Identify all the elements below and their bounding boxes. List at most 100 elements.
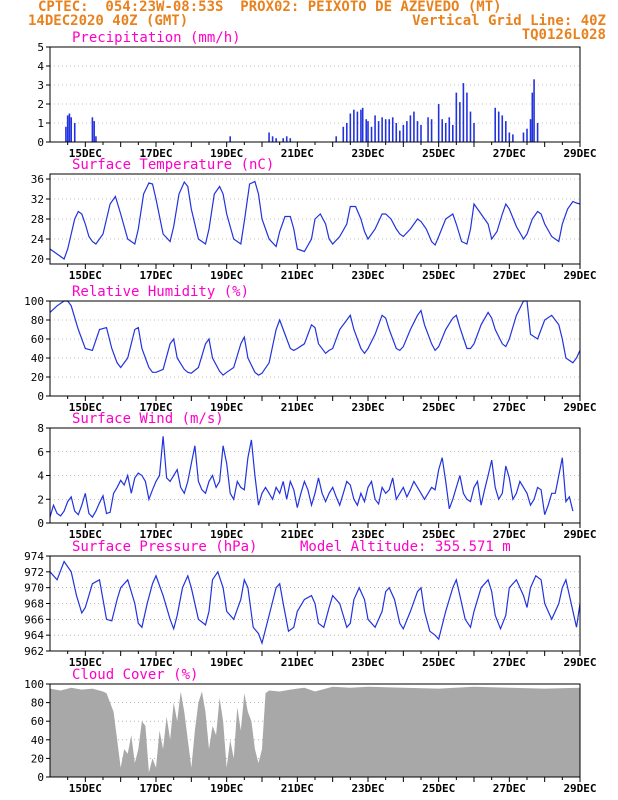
x-tick-label: 29DEC xyxy=(563,782,596,795)
precip-bar xyxy=(469,111,472,142)
precip-bar xyxy=(374,115,376,142)
x-tick-label: 23DEC xyxy=(351,147,384,160)
precip-bar xyxy=(473,123,475,142)
x-tick-label: 15DEC xyxy=(69,147,102,160)
precip-bar xyxy=(409,115,412,142)
x-tick-label: 19DEC xyxy=(210,528,243,541)
precip-bar xyxy=(529,119,532,142)
precip-bar xyxy=(93,121,95,142)
x-tick-label: 25DEC xyxy=(422,656,455,669)
precip-bar xyxy=(384,119,387,142)
precip-bar xyxy=(526,128,528,142)
y-tick-label: 964 xyxy=(24,629,44,642)
precip-bar xyxy=(95,136,97,142)
precip-bar xyxy=(512,134,514,142)
x-tick-label: 21DEC xyxy=(281,269,314,282)
y-tick-label: 36 xyxy=(31,173,44,186)
header-date: 14DEC2020 40Z (GMT) xyxy=(28,13,189,29)
precip-bar xyxy=(381,117,383,142)
precip-bar xyxy=(365,119,368,142)
panel-0: Precipitation (mm/h) 0 1 2 3 4 5 15DEC 17DEC 19DE… xyxy=(37,30,596,160)
precip-bar xyxy=(420,124,422,142)
x-tick-label: 19DEC xyxy=(210,401,243,414)
y-tick-label: 6 xyxy=(37,446,44,459)
model-altitude-label: Model Altitude: 355.571 m xyxy=(300,539,511,555)
y-tick-label: 60 xyxy=(31,333,44,346)
y-tick-label: 28 xyxy=(31,213,44,226)
y-tick-label: 4 xyxy=(37,470,44,483)
precip-bar xyxy=(459,102,461,142)
panel-title: Surface Wind (m/s) xyxy=(72,411,224,427)
x-tick-label: 25DEC xyxy=(422,782,455,795)
precip-bar xyxy=(370,126,373,142)
precip-bar xyxy=(522,132,525,142)
x-tick-label: 21DEC xyxy=(281,401,314,414)
x-tick-label: 25DEC xyxy=(422,401,455,414)
x-tick-label: 27DEC xyxy=(493,656,526,669)
panel-title: Surface Temperature (nC) xyxy=(72,157,274,173)
x-tick-label: 27DEC xyxy=(493,269,526,282)
precip-bar xyxy=(268,132,270,142)
header-station-line: CPTEC: 054:23W-08:53S PROX02: PEIXOTO DE… xyxy=(38,0,502,15)
precip-bar xyxy=(335,136,337,142)
y-tick-label: 32 xyxy=(31,193,44,206)
panel-3: Surface Wind (m/s) 0 2 4 6 8 15DEC 17DEC 19DEC 21… xyxy=(37,411,596,541)
x-tick-label: 29DEC xyxy=(563,528,596,541)
precip-bar xyxy=(427,117,429,142)
precip-bar xyxy=(406,121,408,142)
y-tick-label: 974 xyxy=(24,550,44,563)
series-line xyxy=(49,436,574,519)
precip-bar xyxy=(531,92,534,142)
precip-bar xyxy=(353,109,355,142)
precip-bar xyxy=(452,124,454,142)
precip-bar xyxy=(536,123,539,142)
x-tick-label: 21DEC xyxy=(281,528,314,541)
precip-bar xyxy=(70,117,72,142)
x-tick-label: 27DEC xyxy=(493,401,526,414)
x-tick-label: 17DEC xyxy=(139,269,172,282)
y-tick-label: 962 xyxy=(24,645,44,658)
x-tick-label: 23DEC xyxy=(351,269,384,282)
y-tick-label: 100 xyxy=(24,678,44,691)
series-line xyxy=(49,300,581,376)
y-tick-label: 0 xyxy=(37,771,44,784)
x-tick-label: 23DEC xyxy=(351,782,384,795)
precip-bar xyxy=(497,111,500,142)
x-tick-label: 29DEC xyxy=(563,147,596,160)
precip-bar xyxy=(505,121,507,142)
y-tick-label: 966 xyxy=(24,613,44,626)
x-tick-label: 19DEC xyxy=(210,782,243,795)
y-tick-label: 1 xyxy=(37,117,44,130)
panel-4: Surface Pressure (hPa) 962 964 966 968 970 972… xyxy=(24,539,596,669)
x-tick-label: 23DEC xyxy=(351,528,384,541)
precip-bar xyxy=(367,121,369,142)
y-tick-label: 80 xyxy=(31,697,44,710)
precip-bar xyxy=(508,132,511,142)
series-line xyxy=(49,560,581,646)
precip-bar xyxy=(388,119,390,142)
y-tick-label: 5 xyxy=(37,41,44,54)
precip-bar xyxy=(229,136,231,142)
precip-bar xyxy=(413,111,415,142)
precip-bar xyxy=(289,138,292,142)
series-line xyxy=(49,180,581,260)
y-tick-label: 968 xyxy=(24,598,44,611)
precip-bar xyxy=(448,117,451,142)
x-tick-label: 25DEC xyxy=(422,147,455,160)
precip-bar xyxy=(430,119,433,142)
precip-bar xyxy=(377,121,380,142)
y-tick-label: 20 xyxy=(31,253,44,266)
x-tick-label: 29DEC xyxy=(563,269,596,282)
y-tick-label: 80 xyxy=(31,314,44,327)
x-tick-label: 21DEC xyxy=(281,147,314,160)
precip-bar xyxy=(494,107,496,142)
precip-bar xyxy=(285,136,288,142)
y-tick-label: 0 xyxy=(37,390,44,403)
x-tick-label: 25DEC xyxy=(422,269,455,282)
precip-bar xyxy=(501,115,504,142)
y-tick-label: 972 xyxy=(24,566,44,579)
y-tick-label: 100 xyxy=(24,295,44,308)
precip-bar xyxy=(271,136,274,142)
x-tick-label: 21DEC xyxy=(281,782,314,795)
